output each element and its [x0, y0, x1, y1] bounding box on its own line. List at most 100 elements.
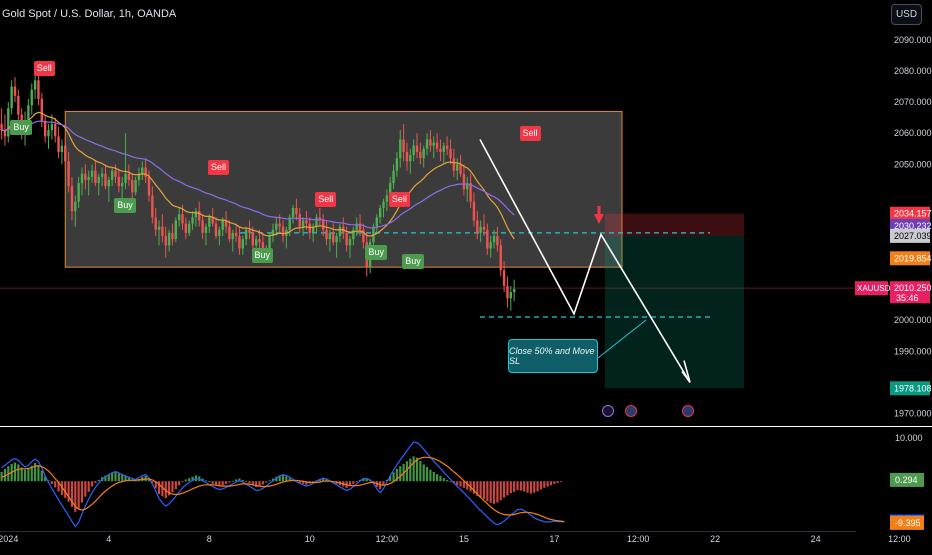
- candle-body: [204, 226, 208, 233]
- candle-body: [248, 229, 251, 233]
- macd-histogram-bar: [258, 481, 261, 487]
- symbol-title: Gold Spot / U.S. Dollar, 1h, OANDA: [2, 8, 177, 20]
- candle-body: [137, 173, 141, 180]
- osc-badge-label: 0.294: [895, 475, 918, 485]
- macd-histogram-bar: [533, 481, 536, 493]
- macd-histogram-bar: [429, 469, 432, 482]
- candle-body: [77, 183, 80, 202]
- price-badge-label: 2027.039: [894, 231, 932, 241]
- macd-histogram-bar: [171, 481, 174, 493]
- macd-histogram-bar: [224, 481, 228, 484]
- macd-histogram-bar: [392, 472, 395, 482]
- time-tick-label: 12:00: [627, 534, 650, 544]
- us-flag-icon[interactable]: [682, 405, 695, 417]
- macd-histogram-bar: [157, 481, 161, 495]
- candle-body: [144, 167, 147, 177]
- macd-histogram-bar: [245, 481, 248, 483]
- macd-histogram-bar: [462, 481, 465, 488]
- candle-body: [435, 142, 439, 149]
- candle-body: [452, 158, 456, 171]
- macd-histogram-bar: [168, 481, 171, 496]
- macd-histogram-bar: [298, 481, 301, 483]
- signal-line: [1, 456, 565, 523]
- macd-histogram-bar: [419, 460, 422, 482]
- time-tick-label: 10: [305, 534, 315, 544]
- macd-histogram-bar: [60, 481, 63, 495]
- price-tick-label: 2000.000: [894, 315, 932, 325]
- macd-histogram-bar: [34, 463, 37, 482]
- macd-histogram-bar: [549, 481, 553, 486]
- osc-tick-label: 10.000: [895, 433, 923, 443]
- macd-histogram-bar: [238, 478, 241, 482]
- macd-histogram-bar: [181, 481, 184, 483]
- macd-histogram-bar: [439, 475, 442, 482]
- macd-histogram-bar: [188, 478, 191, 482]
- callout-pointer: [597, 319, 647, 359]
- candle-body: [362, 229, 365, 243]
- currency-button[interactable]: USD: [891, 4, 922, 25]
- us-flag-icon[interactable]: [625, 405, 638, 417]
- candle-body: [281, 226, 285, 237]
- time-tick-label: 4: [106, 534, 111, 544]
- candle-body: [218, 229, 221, 237]
- osc-badge: [890, 472, 924, 487]
- candle-body: [40, 98, 43, 121]
- candle-body: [174, 220, 177, 240]
- candle-body: [154, 217, 157, 230]
- macd-histogram-bar: [248, 481, 251, 484]
- macd-histogram-bar: [436, 474, 439, 482]
- macd-histogram-bar: [305, 481, 308, 485]
- osc-badge: [890, 515, 924, 530]
- candle-body: [87, 176, 90, 180]
- candle-body: [425, 139, 429, 149]
- candle-body: [90, 170, 94, 177]
- macd-histogram-bar: [191, 476, 194, 482]
- macd-histogram-bar: [64, 481, 67, 499]
- price-tick-label: 2050.000: [894, 159, 932, 169]
- candle-body: [110, 170, 114, 180]
- candle-body: [295, 207, 298, 215]
- candle-body: [419, 151, 422, 159]
- earnings-flash-icon[interactable]: [601, 405, 614, 417]
- macd-histogram-bar: [509, 481, 512, 494]
- candle-body: [107, 179, 110, 187]
- macd-histogram-bar: [241, 479, 244, 482]
- candle-body: [311, 226, 315, 233]
- macd-histogram-bar: [151, 481, 154, 483]
- candle-body: [188, 223, 191, 233]
- macd-histogram-bar: [523, 481, 526, 492]
- macd-histogram-bar: [235, 479, 238, 482]
- macd-histogram-bar: [218, 481, 221, 487]
- candle-body: [100, 173, 104, 177]
- candle-body: [161, 226, 164, 237]
- buy-signal-label: Buy: [10, 120, 32, 135]
- macd-histogram-bar: [127, 477, 130, 482]
- candle-body: [315, 217, 318, 227]
- candle-body: [191, 217, 194, 224]
- price-badge-label: 2030.232: [894, 221, 932, 231]
- candle-body: [275, 223, 278, 230]
- macd-histogram-bar: [50, 481, 53, 484]
- candle-body: [131, 179, 134, 193]
- macd-histogram-bar: [57, 481, 60, 492]
- macd-histogram-bar: [40, 470, 43, 482]
- macd-histogram-bar: [476, 481, 479, 496]
- macd-histogram-bar: [271, 478, 275, 482]
- price-tick-label: 2090.000: [894, 35, 932, 45]
- macd-histogram-bar: [94, 481, 97, 483]
- macd-histogram-bar: [147, 478, 151, 482]
- candle-body: [506, 285, 509, 299]
- candle-body: [291, 207, 295, 218]
- entry-arrow-marker: [594, 214, 604, 224]
- candle-body: [104, 173, 107, 187]
- candle-body: [134, 179, 137, 193]
- macd-histogram-bar: [251, 481, 254, 486]
- osc-badge-label: -9.395: [895, 518, 921, 528]
- macd-histogram-bar: [211, 481, 214, 484]
- macd-histogram-bar: [281, 475, 285, 482]
- macd-histogram-bar: [184, 479, 187, 482]
- buy-signal-label: Buy: [114, 197, 136, 213]
- macd-histogram-bar: [529, 481, 532, 494]
